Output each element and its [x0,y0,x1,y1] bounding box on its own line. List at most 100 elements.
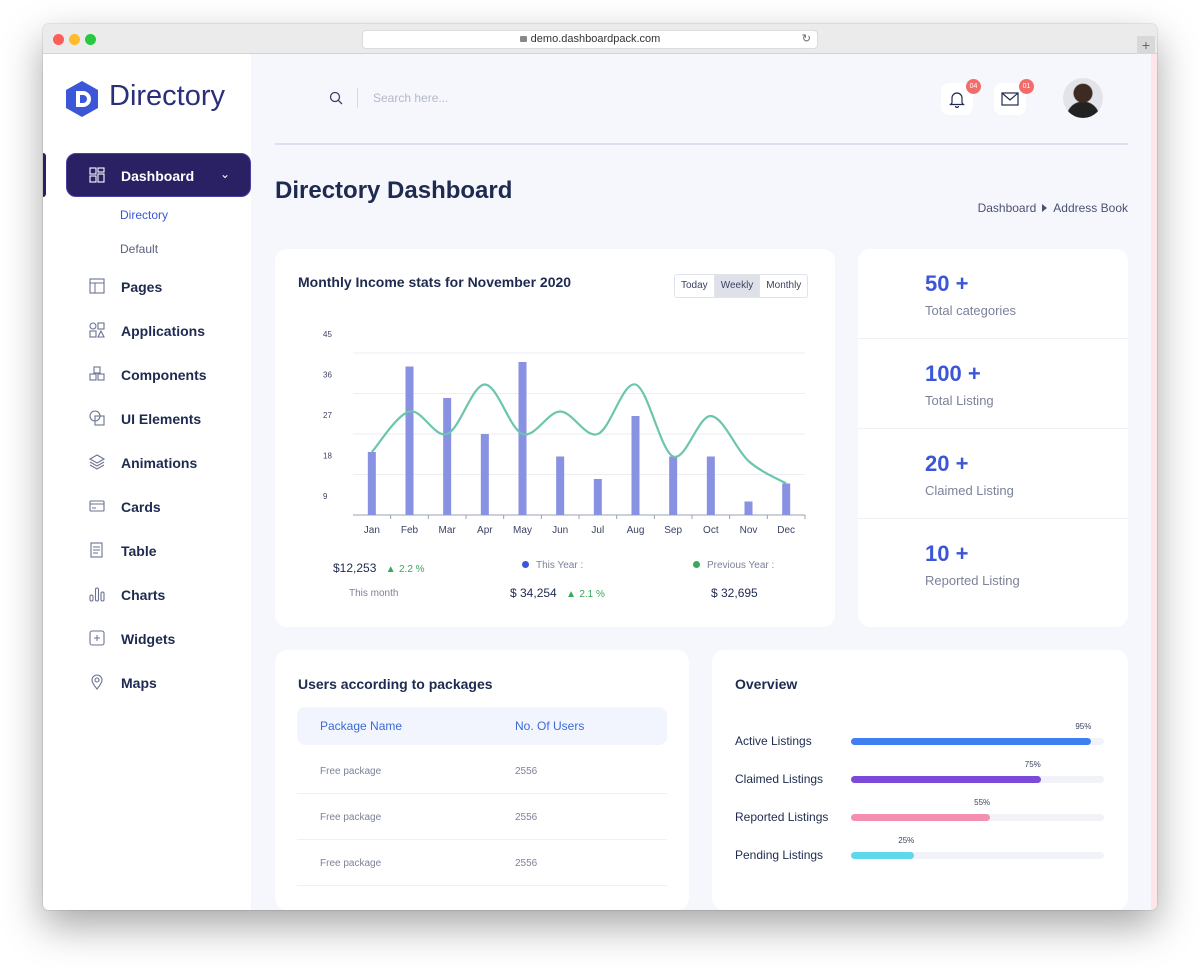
avatar[interactable] [1063,78,1103,118]
sidebar-item-animations[interactable]: Animations [88,451,248,475]
overview-label: Active Listings [735,734,812,748]
progress-fill [851,814,991,821]
x-tick-label: Feb [401,525,419,536]
table-row: Free package 2556 [297,748,667,794]
x-tick-label: Jul [591,525,604,536]
search-divider [357,88,358,108]
sidebar-item-components[interactable]: Components [88,363,248,387]
close-window-button[interactable] [53,34,64,45]
messages-button[interactable]: 01 [994,79,1034,115]
sidebar-subitem-default[interactable]: Default [120,242,159,256]
sidebar-item-cards[interactable]: Cards [88,495,248,519]
this-year-change: 2.1 % [579,589,605,600]
previous-year-legend: Previous Year : [693,560,774,571]
progress-track [851,814,1104,821]
minimize-window-button[interactable] [69,34,80,45]
tab-today[interactable]: Today [675,275,715,297]
caret-right-icon [1042,204,1048,212]
progress-fill [851,852,915,859]
active-indicator [43,153,46,197]
cell-users: 2556 [515,858,538,869]
x-tick-label: Nov [740,525,758,536]
sidebar-subitem-directory[interactable]: Directory [120,208,169,222]
lock-icon [519,36,527,42]
this-year-legend: This Year : [522,560,583,571]
tab-weekly[interactable]: Weekly [714,275,761,297]
bar [593,479,602,515]
sidebar-item-applications[interactable]: Applications [88,319,248,343]
card-icon [89,500,105,512]
page-title: Directory Dashboard [275,177,513,204]
x-tick-label: Sep [664,525,682,536]
sidebar-item-label: Table [121,543,157,559]
column-header-users[interactable]: No. Of Users [515,719,585,733]
sidebar-item-pages[interactable]: Pages [88,275,248,299]
zoom-window-button[interactable] [85,34,96,45]
reload-icon[interactable]: ↻ [801,33,811,45]
period-tabs: Today Weekly Monthly [674,274,809,298]
grid-icon [89,167,105,183]
stat-label: Total Listing [925,393,994,408]
column-header-package-name[interactable]: Package Name [320,719,403,733]
bar [782,483,791,515]
page-scrollbar[interactable] [1151,54,1157,910]
bar [669,456,678,515]
x-tick-label: Oct [703,525,719,536]
progress-fill [851,776,1041,783]
cell-package-name: Free package [320,858,382,869]
address-bar[interactable]: demo.dashboardpack.com ↻ [362,30,818,49]
sidebar-item-label: Dashboard [121,168,195,184]
shapes-icon [89,322,105,338]
y-tick-label: 45 [323,330,332,339]
progress-percent-label: 95% [1075,722,1092,731]
sidebar-item-maps[interactable]: Maps [88,671,248,695]
overview-card-title: Overview [735,676,798,692]
stats-card: 50 + Total categories 100 + Total Listin… [858,249,1128,627]
breadcrumb-item-address-book[interactable]: Address Book [1053,201,1128,215]
income-chart: 45 36 27 18 9 Jan Feb Mar Apr May Jun Jul Aug Sep Oct N… [323,330,806,536]
breadcrumb-item-dashboard[interactable]: Dashboard [977,201,1037,215]
pages-icon [89,278,105,294]
progress-percent-label: 55% [974,798,991,807]
x-tick-label: Mar [439,525,457,536]
sidebar-item-label: Components [121,367,207,383]
y-tick-label: 18 [323,452,332,461]
this-month-value: $12,253 [333,561,377,575]
sidebar-item-label: Animations [121,455,198,471]
search-icon[interactable] [329,91,343,105]
bar [744,501,753,515]
previous-year-label: Previous Year : [707,560,775,571]
sidebar-item-ui-elements[interactable]: UI Elements [88,407,248,431]
browser-window: demo.dashboardpack.com ↻ + Directory Das… [43,24,1157,910]
progress-track [851,852,1104,859]
y-tick-label: 27 [323,411,332,420]
new-tab-button[interactable]: + [1137,36,1155,54]
notifications-badge: 04 [966,79,981,94]
this-month-stat: $12,253 ▲ 2.2 % [333,561,425,575]
sidebar: Directory Dashboard ⌄ Directory Default … [43,54,251,910]
sidebar-item-table[interactable]: Table [88,539,248,563]
bar-chart-icon [89,587,105,602]
tab-monthly[interactable]: Monthly [766,280,802,291]
breadcrumb: Dashboard Address Book [978,201,1128,215]
url-text: demo.dashboardpack.com [530,33,661,45]
sidebar-item-label: Cards [121,499,161,515]
bell-icon [949,92,965,108]
income-card-title: Monthly Income stats for November 2020 [298,274,572,290]
this-year-label: This Year : [536,560,584,571]
stat-value: 20 + [925,451,969,476]
hexagon-logo-icon [66,81,98,117]
sidebar-item-dashboard[interactable]: Dashboard ⌄ [66,153,251,197]
sidebar-item-charts[interactable]: Charts [88,583,248,607]
stat-claimed-listing: 20 + Claimed Listing [858,429,1128,519]
packages-card-title: Users according to packages [298,676,493,692]
previous-year-dot [693,561,700,568]
search-input[interactable] [373,88,573,108]
sidebar-item-widgets[interactable]: Widgets [88,627,248,651]
bar [480,434,489,515]
widget-plus-icon [89,630,105,646]
this-year-stat: $ 34,254 ▲ 2.1 % [510,586,605,600]
x-tick-label: Jan [364,525,380,536]
notifications-button[interactable]: 04 [941,79,981,115]
ui-elements-icon [89,410,105,426]
